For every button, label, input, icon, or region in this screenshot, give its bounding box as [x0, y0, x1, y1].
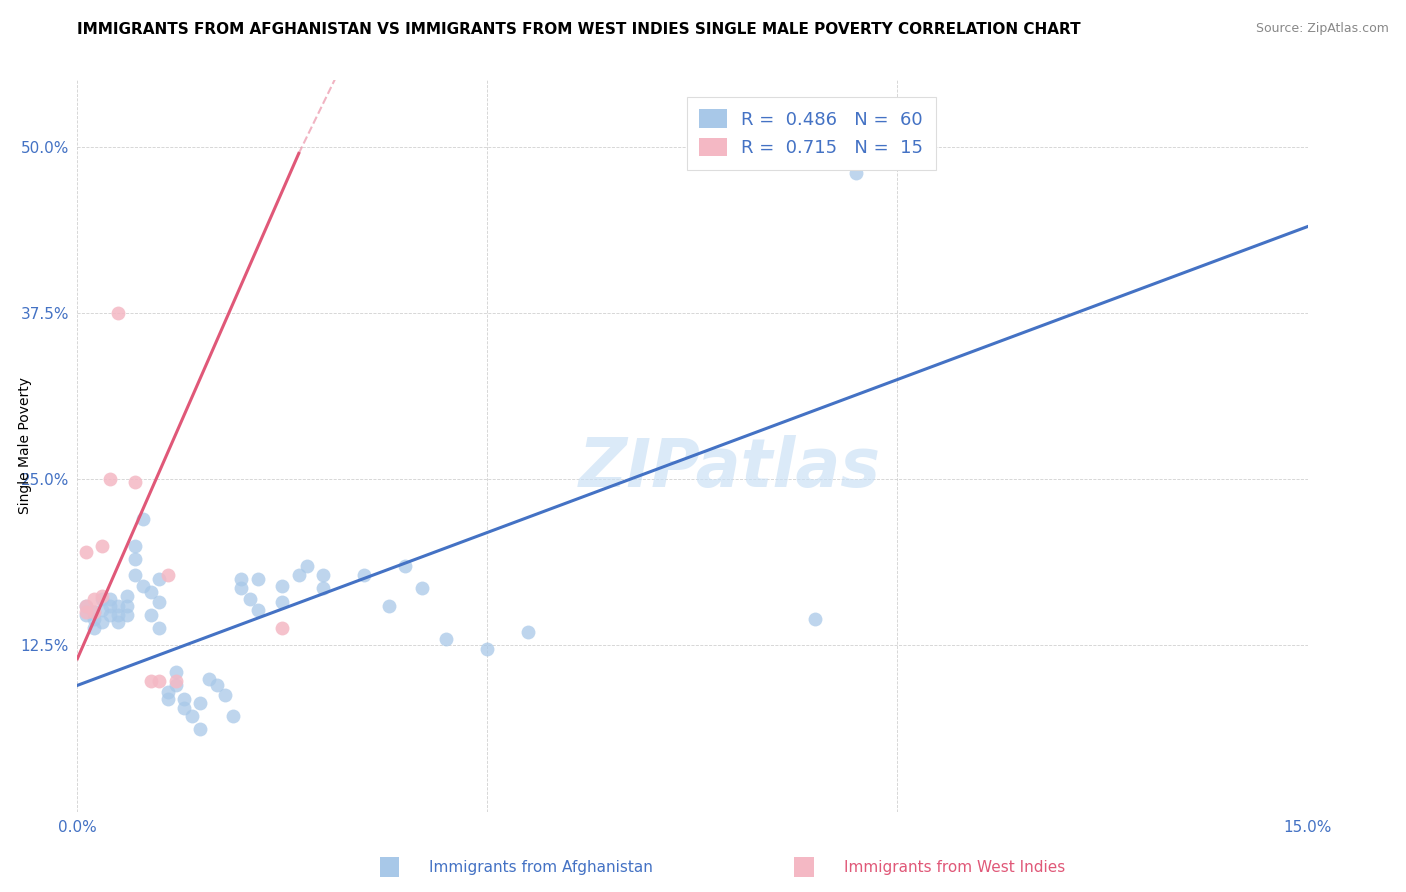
- Text: Immigrants from West Indies: Immigrants from West Indies: [844, 860, 1064, 874]
- Point: [246, 572, 269, 586]
- Point: [353, 568, 375, 582]
- Point: [239, 591, 262, 606]
- Point: [107, 306, 129, 320]
- Point: [75, 545, 97, 559]
- Point: [205, 678, 228, 692]
- Point: [107, 615, 129, 629]
- Point: [75, 607, 97, 622]
- Point: [83, 591, 105, 606]
- Point: [83, 605, 105, 619]
- Point: [98, 599, 121, 613]
- Point: [90, 615, 114, 629]
- Point: [98, 607, 121, 622]
- Point: [312, 582, 335, 596]
- Point: [517, 625, 540, 640]
- Point: [115, 607, 138, 622]
- Point: [477, 642, 499, 657]
- Point: [246, 602, 269, 616]
- Point: [124, 552, 146, 566]
- Point: [90, 591, 114, 606]
- Point: [141, 674, 163, 689]
- Point: [173, 701, 195, 715]
- Point: [148, 621, 170, 635]
- Point: [165, 678, 187, 692]
- Point: [295, 558, 318, 573]
- Point: [173, 691, 195, 706]
- Point: [188, 696, 212, 710]
- Point: [214, 688, 236, 702]
- Text: Source: ZipAtlas.com: Source: ZipAtlas.com: [1256, 22, 1389, 36]
- Text: ZIPatlas: ZIPatlas: [578, 435, 880, 501]
- Point: [231, 572, 253, 586]
- Point: [312, 568, 335, 582]
- Point: [83, 612, 105, 626]
- Point: [804, 612, 827, 626]
- Text: IMMIGRANTS FROM AFGHANISTAN VS IMMIGRANTS FROM WEST INDIES SINGLE MALE POVERTY C: IMMIGRANTS FROM AFGHANISTAN VS IMMIGRANT…: [77, 22, 1081, 37]
- Point: [75, 599, 97, 613]
- Point: [271, 621, 294, 635]
- Point: [98, 472, 121, 486]
- Point: [165, 674, 187, 689]
- Point: [107, 607, 129, 622]
- Point: [75, 605, 97, 619]
- Point: [90, 589, 114, 603]
- Point: [181, 709, 204, 723]
- Point: [845, 166, 868, 180]
- Point: [197, 672, 219, 686]
- Point: [124, 475, 146, 489]
- Point: [98, 591, 121, 606]
- Point: [148, 572, 170, 586]
- Text: Single Male Poverty: Single Male Poverty: [18, 377, 32, 515]
- Point: [90, 539, 114, 553]
- Point: [90, 602, 114, 616]
- Point: [115, 599, 138, 613]
- Text: Immigrants from Afghanistan: Immigrants from Afghanistan: [429, 860, 652, 874]
- Point: [124, 539, 146, 553]
- Point: [148, 594, 170, 608]
- Point: [75, 599, 97, 613]
- Point: [132, 579, 155, 593]
- Point: [132, 512, 155, 526]
- Point: [411, 582, 433, 596]
- Legend: R =  0.486   N =  60, R =  0.715   N =  15: R = 0.486 N = 60, R = 0.715 N = 15: [686, 96, 935, 169]
- Point: [156, 685, 179, 699]
- Point: [156, 568, 179, 582]
- Point: [394, 558, 416, 573]
- Point: [271, 594, 294, 608]
- Point: [231, 582, 253, 596]
- Point: [271, 579, 294, 593]
- Point: [148, 674, 170, 689]
- Point: [141, 607, 163, 622]
- Point: [124, 568, 146, 582]
- Point: [436, 632, 458, 646]
- Point: [288, 568, 311, 582]
- Point: [222, 709, 245, 723]
- Point: [165, 665, 187, 679]
- Point: [188, 723, 212, 737]
- Point: [156, 691, 179, 706]
- Point: [83, 621, 105, 635]
- Point: [378, 599, 401, 613]
- Point: [83, 605, 105, 619]
- Point: [107, 599, 129, 613]
- Point: [115, 589, 138, 603]
- Point: [141, 585, 163, 599]
